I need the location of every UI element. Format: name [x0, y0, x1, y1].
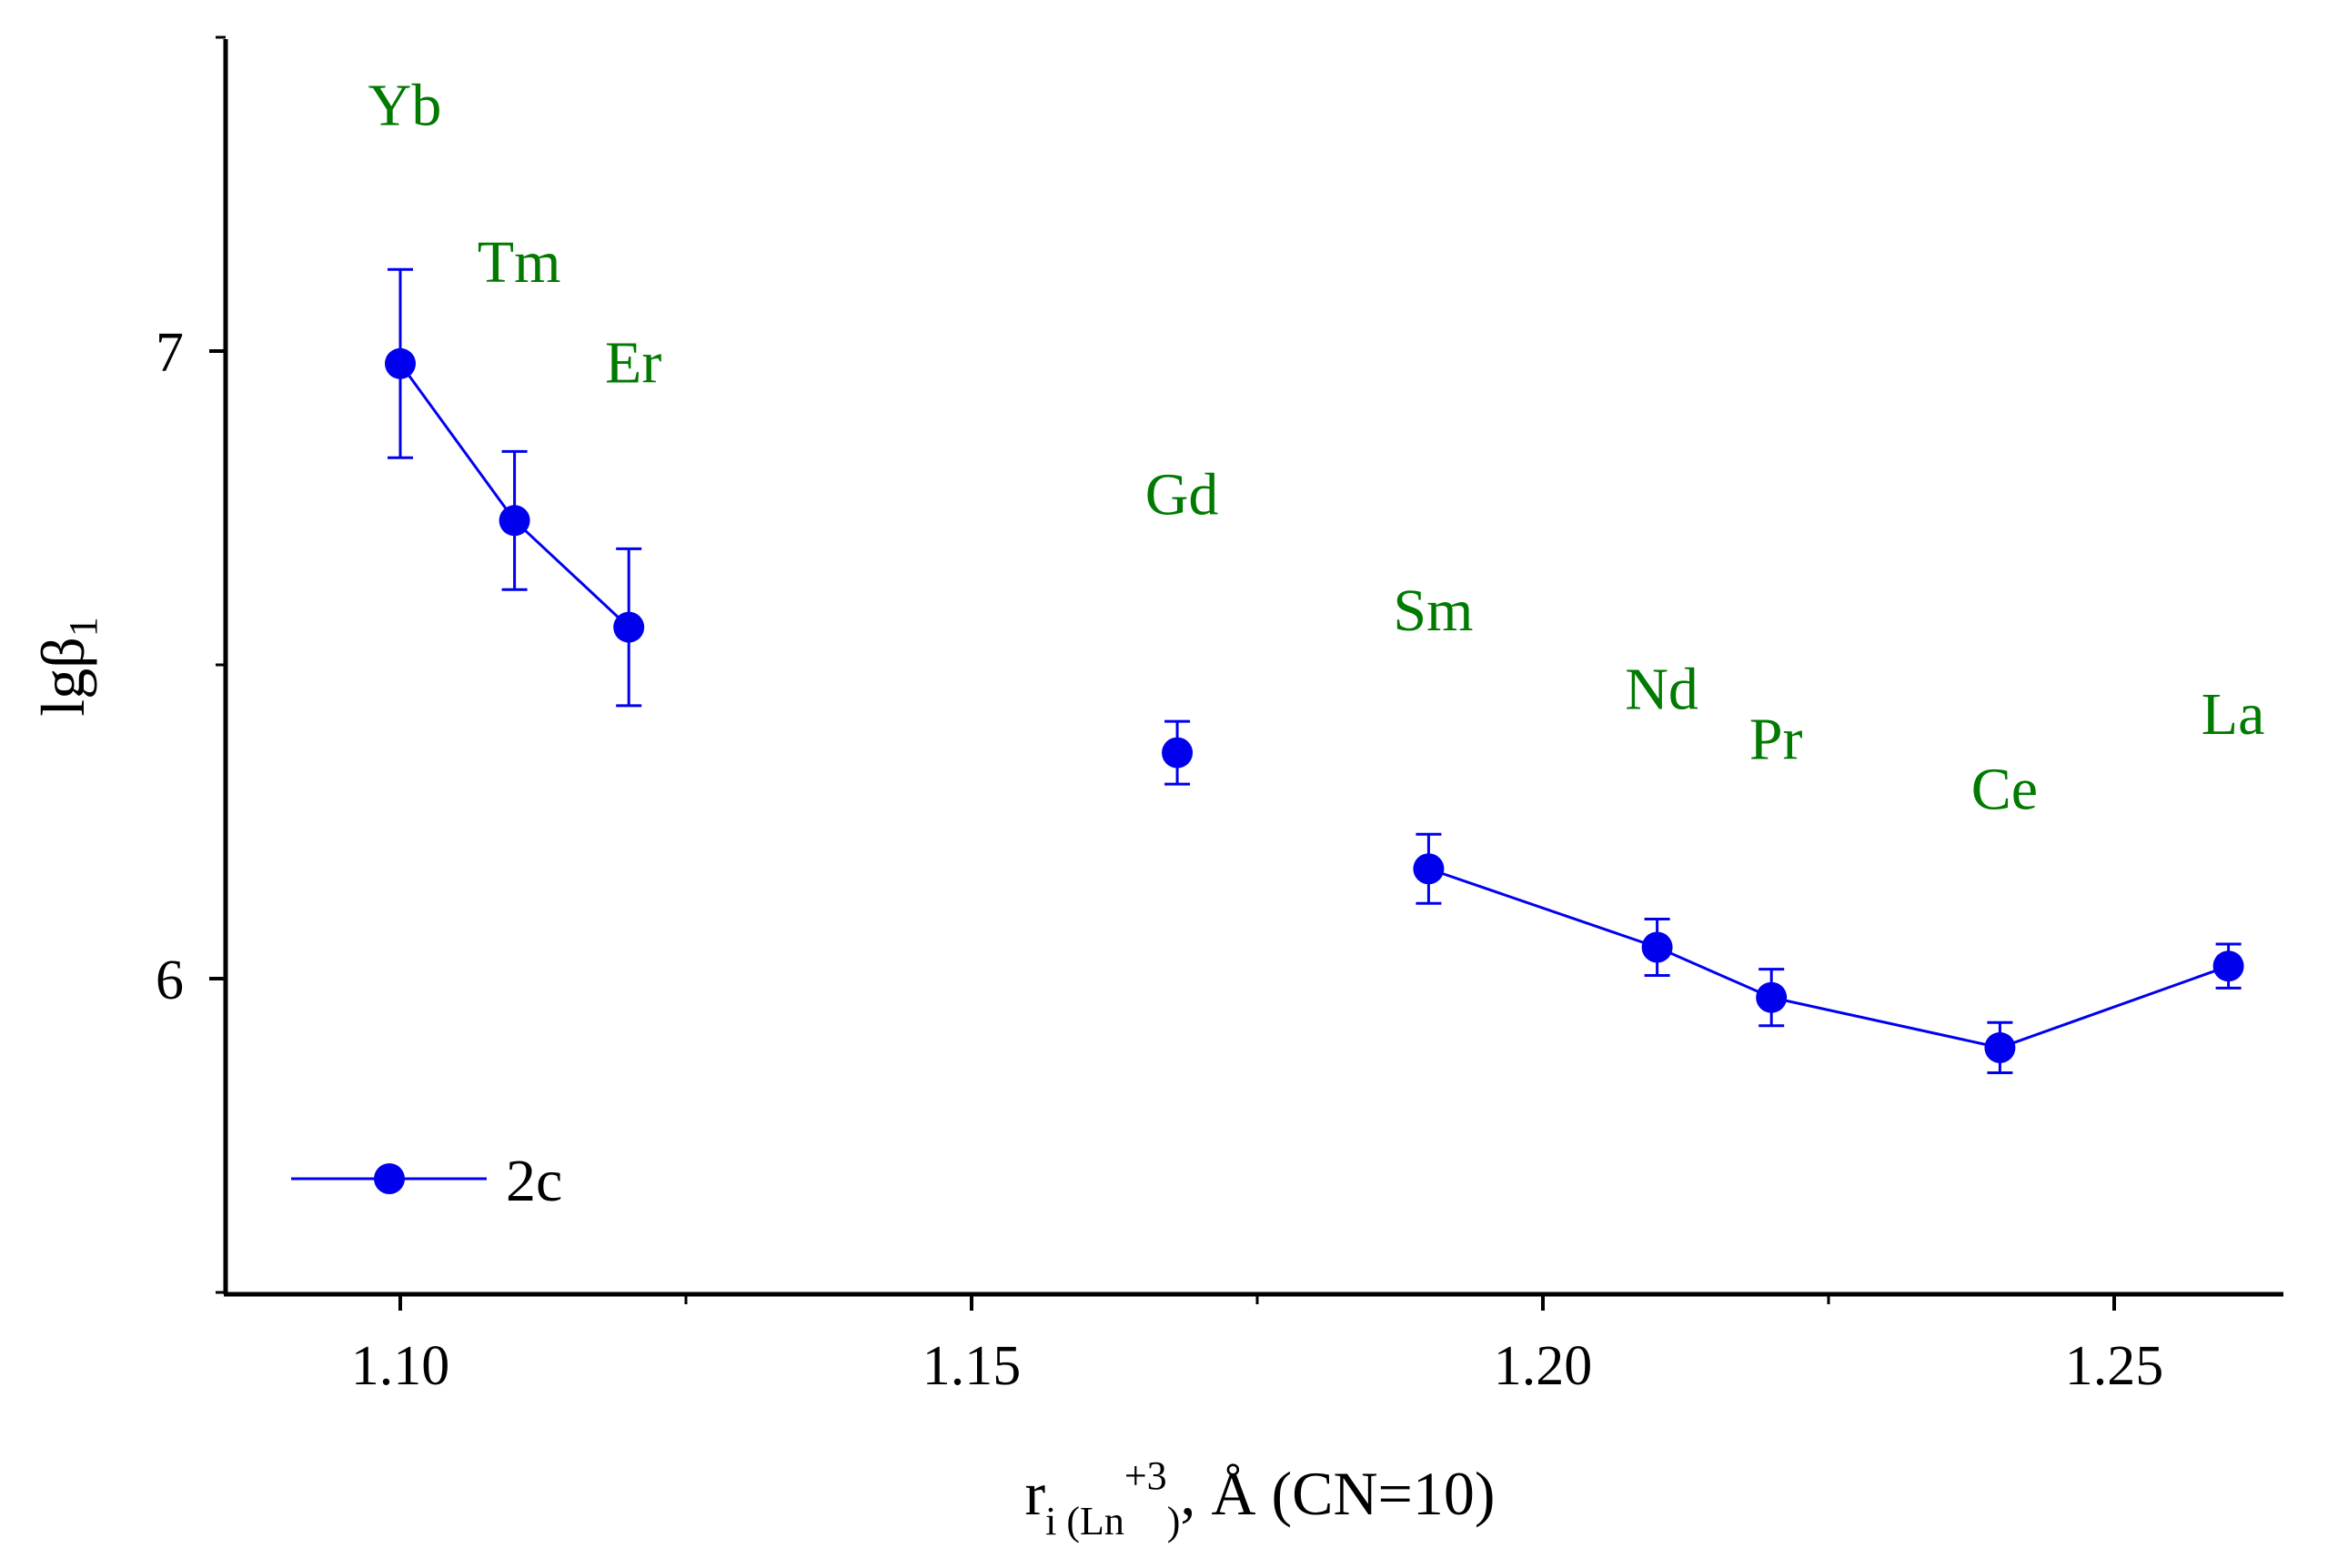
x-axis-title-base: r — [1024, 1459, 1045, 1528]
axes — [223, 39, 2283, 1297]
y-axis-title-base: lgβ — [28, 637, 97, 717]
element-label-gd: Gd — [1145, 461, 1219, 528]
legend-marker — [374, 1163, 405, 1194]
element-label-pr: Pr — [1749, 707, 1803, 773]
series-line — [1427, 867, 2230, 1050]
y-tick-label: 6 — [156, 950, 184, 1011]
data-point-er — [613, 611, 645, 643]
y-axis-title: lgβ1 — [28, 617, 106, 717]
y-axis-title-sub: 1 — [61, 617, 106, 637]
data-point-yb — [385, 347, 416, 379]
x-tick-label: 1.20 — [1494, 1335, 1593, 1397]
ticks: 1.10 1.15 1.20 1.25 6 7 — [156, 35, 2164, 1397]
data-point-la — [2212, 950, 2244, 982]
x-tick-label: 1.15 — [922, 1335, 1022, 1397]
data-point-gd — [1162, 737, 1194, 769]
data-point-nd — [1641, 931, 1673, 963]
element-label-ce: Ce — [1971, 757, 2038, 823]
element-label-er: Er — [605, 330, 661, 397]
data-point-tm — [499, 505, 530, 537]
data-point-sm — [1413, 853, 1445, 885]
x-tick-label: 1.25 — [2065, 1335, 2164, 1397]
element-label-la: La — [2202, 681, 2265, 748]
element-label-yb: Yb — [368, 73, 442, 139]
x-axis-title-rest: , Å (CN=10) — [1180, 1459, 1495, 1528]
x-axis-title-close: ) — [1167, 1499, 1181, 1543]
x-axis-title: ri (Ln+3), Å (CN=10) — [1024, 1453, 1495, 1543]
x-axis-title-sub: i (Ln — [1045, 1499, 1124, 1543]
y-tick-label: 7 — [156, 322, 184, 384]
element-label-tm: Tm — [478, 229, 561, 296]
data-point-pr — [1756, 981, 1788, 1013]
element-label-sm: Sm — [1393, 578, 1473, 644]
element-labels: Yb Tm Er Gd Sm Nd Pr Ce La — [368, 73, 2265, 823]
element-label-nd: Nd — [1625, 656, 1698, 722]
x-tick-label: 1.10 — [351, 1335, 450, 1397]
legend: 2c — [291, 1148, 562, 1214]
x-axis-title-sup: +3 — [1124, 1453, 1167, 1498]
data-point-ce — [1984, 1031, 2016, 1063]
legend-label: 2c — [506, 1148, 562, 1214]
series-2c — [385, 267, 2244, 1074]
